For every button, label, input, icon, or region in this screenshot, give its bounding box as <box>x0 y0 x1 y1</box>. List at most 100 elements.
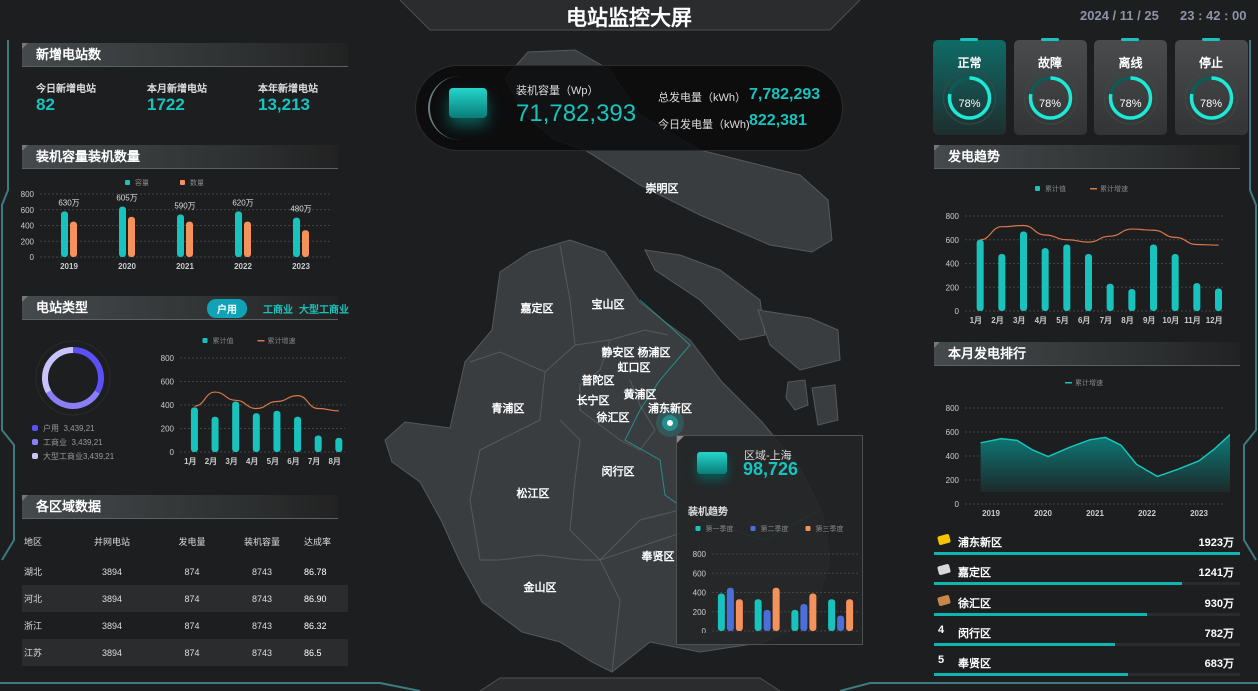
y-tick-label: 600 <box>693 569 707 578</box>
map-district-label[interactable]: 金山区 <box>523 582 557 594</box>
map-district-label[interactable]: 奉贤区 <box>641 551 675 563</box>
legend-label: 累计值 <box>1045 184 1066 193</box>
map-district-label[interactable]: 宝山区 <box>591 299 625 311</box>
region-table-header: 各区域数据 <box>22 495 338 519</box>
y-tick-label: 400 <box>693 589 707 598</box>
rank-item[interactable]: 浦东新区 1923万 <box>934 530 1240 560</box>
x-tick-label: 2022 <box>234 262 252 271</box>
bar <box>186 221 193 257</box>
table-row[interactable]: 浙江 3894 874 8743 86.32 <box>24 620 327 632</box>
map-district-label[interactable]: 嘉定区 <box>520 303 554 315</box>
bar <box>252 413 260 452</box>
bar <box>717 593 725 631</box>
table-row[interactable]: 湖北 3894 874 8743 86.78 <box>24 566 327 578</box>
rank-item[interactable]: 5 奉贤区 683万 <box>934 651 1240 681</box>
map-district-label[interactable]: 长宁区 <box>576 395 610 407</box>
y-tick-label: 400 <box>946 452 960 461</box>
map-district-label[interactable]: 黄浦区 <box>623 389 657 401</box>
region-popup: 区域-上海 98,726 装机趋势 0 200 400 600 800 第一季度 第二季度第… <box>676 435 863 645</box>
map-island <box>644 249 766 341</box>
y-tick-label: 600 <box>21 206 35 215</box>
table-header-row: 地区 并网电站 发电量 装机容量 达成率 <box>24 536 332 547</box>
rank-progress <box>934 582 1240 586</box>
data-label: 605万 <box>116 194 137 203</box>
y-tick-label: 0 <box>170 448 175 457</box>
rank-item[interactable]: 徐汇区 930万 <box>934 591 1240 621</box>
x-tick-label: 1月 <box>184 457 196 466</box>
map-district-label[interactable]: 杨浦区 <box>637 347 671 359</box>
data-label: 630万 <box>58 198 79 207</box>
legend-item: 工商业 3,439,21 <box>32 436 114 450</box>
map-district-label[interactable]: 静安区 <box>601 347 635 359</box>
map-district-label[interactable]: 青浦区 <box>491 403 525 415</box>
bar <box>846 599 854 631</box>
legend-item: 大型工商业3,439,21 <box>32 450 114 464</box>
rank-item[interactable]: 4 闵行区 782万 <box>934 621 1240 651</box>
status-card[interactable]: 正常 78% <box>933 38 1006 135</box>
bar <box>70 221 77 257</box>
rank-item[interactable]: 嘉定区 1241万 <box>934 560 1240 590</box>
region-value: 98,726 <box>743 459 799 479</box>
legend-line <box>1065 382 1072 384</box>
bar <box>1193 283 1201 311</box>
legend-label: 容量 <box>135 178 149 187</box>
table-row[interactable]: 江苏 3894 874 8743 86.5 <box>22 639 348 666</box>
y-tick-label: 400 <box>161 401 175 410</box>
x-tick-label: 7月 <box>308 457 320 466</box>
gen-trend-header: 发电趋势 <box>934 145 1240 169</box>
legend-marker <box>125 180 130 185</box>
x-tick-label: 5月 <box>1056 316 1068 325</box>
bar <box>302 230 309 257</box>
bar <box>314 435 322 452</box>
summary-panel: 装机容量（Wp） 71,782,393 总发电量（kWh） 7,782,293 … <box>415 65 843 151</box>
bar <box>754 599 762 631</box>
stat-month: 本月新增电站 1722 <box>147 84 207 114</box>
legend-item: 户用 3,439,21 <box>32 422 114 436</box>
map-district-label[interactable]: 闵行区 <box>601 466 635 478</box>
status-card[interactable]: 离线 78% <box>1094 38 1167 135</box>
x-tick-label: 2022 <box>1138 509 1156 518</box>
tab-household[interactable]: 户用 <box>207 299 247 318</box>
page-title: 电站监控大屏 <box>566 7 692 30</box>
bar <box>1106 283 1114 311</box>
map-island <box>757 309 841 371</box>
table-row[interactable]: 河北 3894 874 8743 86.90 <box>22 585 348 612</box>
map-district-label[interactable]: 徐汇区 <box>596 412 630 424</box>
y-tick-label: 200 <box>161 425 175 434</box>
y-tick-label: 600 <box>946 428 960 437</box>
bar <box>119 206 126 257</box>
y-tick-label: 0 <box>955 500 960 509</box>
bar <box>1063 244 1071 311</box>
x-tick-label: 10月 <box>1162 316 1179 325</box>
map-district-label[interactable]: 崇明区 <box>645 183 679 195</box>
donut-outer-ring <box>35 340 111 416</box>
status-card[interactable]: 故障 78% <box>1013 38 1087 135</box>
x-tick-label: 12月 <box>1206 316 1223 325</box>
map-district-label[interactable]: 松江区 <box>516 488 550 500</box>
legend-label: 累计增速 <box>268 336 296 345</box>
bar <box>809 593 817 631</box>
x-tick-label: 2023 <box>292 262 310 271</box>
y-tick-label: 200 <box>946 283 960 292</box>
status-card[interactable]: 停止 78% <box>1174 38 1248 135</box>
legend-marker <box>750 526 756 531</box>
rank-progress <box>934 673 1240 677</box>
tab-commercial[interactable]: 工商业 <box>263 305 293 316</box>
bar <box>273 410 281 452</box>
time: 23 : 42 : 00 <box>1180 8 1247 23</box>
bar <box>735 599 743 631</box>
x-tick-label: 11月 <box>1184 316 1200 325</box>
y-tick-label: 0 <box>30 253 35 262</box>
capacity-value: 71,782,393 <box>516 100 637 127</box>
bar <box>1020 231 1027 311</box>
map-district-label[interactable]: 虹口区 <box>617 362 651 374</box>
station-type-chart: 0 200 400 600 800 累计值 累计增速 1月 2月 3月 4月 5月 6月 7月 8月 <box>161 336 345 466</box>
tab-large-commercial[interactable]: 大型工商业 <box>299 305 349 316</box>
map-island <box>785 379 809 411</box>
install-trend-chart: 0200400600800第一季度第二季度第三季度202020212022202… <box>693 524 859 633</box>
x-tick-label: 2019 <box>60 262 78 271</box>
rank-progress <box>934 642 1240 646</box>
map-district-label[interactable]: 浦东新区 <box>648 403 692 415</box>
map-district-label[interactable]: 普陀区 <box>581 375 615 387</box>
